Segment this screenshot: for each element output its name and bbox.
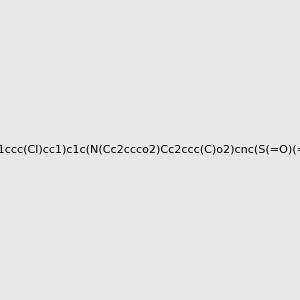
- Text: O=C(Nc1ccc(Cl)cc1)c1c(N(Cc2ccco2)Cc2ccc(C)o2)cnc(S(=O)(=O)C)n1: O=C(Nc1ccc(Cl)cc1)c1c(N(Cc2ccco2)Cc2ccc(…: [0, 145, 300, 155]
